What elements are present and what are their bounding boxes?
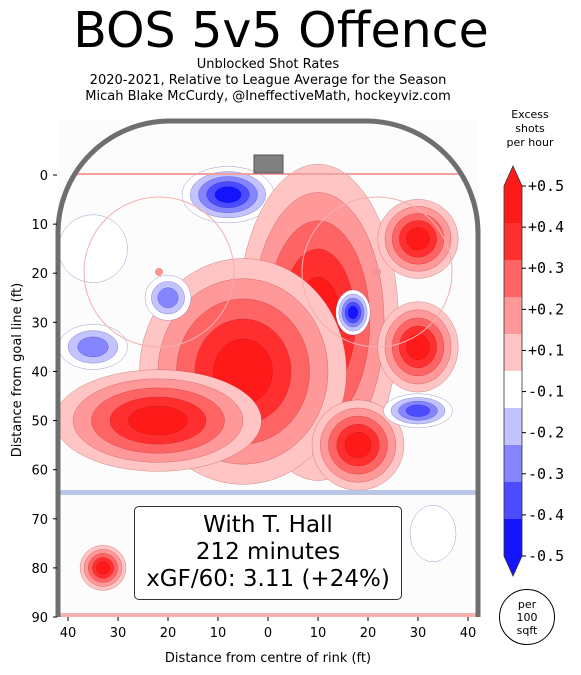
x-axis-label: Distance from centre of rink (ft) <box>165 651 371 666</box>
faceoff-circle-right <box>301 196 453 348</box>
faceoff-dot-left <box>155 268 163 276</box>
hotspot-5 <box>377 301 459 393</box>
colorbar-swatch <box>504 519 522 557</box>
x-tick-label: 0 <box>264 626 272 641</box>
blue-line <box>58 490 478 495</box>
annotation-line-1: With T. Hall <box>203 512 333 538</box>
x-tick-label: 10 <box>210 626 227 641</box>
hotspot-6-level-5 <box>344 432 372 459</box>
goal-net <box>253 154 284 174</box>
y-tick-label: 40 <box>31 365 48 380</box>
unit-line-3: sqft <box>516 624 538 637</box>
colorbar-swatch <box>504 186 522 224</box>
y-tick-label: 90 <box>31 611 48 626</box>
faceoff-circle-left <box>83 196 235 348</box>
colorbar-swatch <box>504 482 522 520</box>
y-tick-label: 50 <box>31 415 48 430</box>
hotspot-3-level-5 <box>128 405 188 436</box>
annotation-line-3: xGF/60: 3.11 (+24%) <box>146 566 390 592</box>
hotspot-12-level-5 <box>96 561 110 575</box>
x-tick-label: 30 <box>110 626 127 641</box>
y-tick-label: 70 <box>31 513 48 528</box>
hotspot-4 <box>377 199 459 279</box>
x-tick-label: 10 <box>310 626 327 641</box>
colorbar-title-2: shots <box>515 122 545 135</box>
chart-title: BOS 5v5 Offence <box>73 2 489 59</box>
hotspot-8-level-4 <box>405 404 431 417</box>
rink-boards <box>55 118 481 617</box>
hotspot-9 <box>58 324 128 370</box>
hotspot-6 <box>311 399 405 491</box>
colorbar-tick-label: +0.2 <box>528 300 564 318</box>
y-tick-label: 60 <box>31 464 48 479</box>
hotspot-8 <box>383 393 453 428</box>
colorbar-swatch <box>504 445 522 483</box>
unit-line-2: 100 <box>516 611 538 624</box>
colorbar-swatch <box>504 408 522 446</box>
centre-line <box>58 613 478 617</box>
faceoff-dot-right <box>373 268 381 276</box>
rink-markings <box>58 154 478 617</box>
colorbar-title-1: Excess <box>511 108 549 121</box>
colorbar-tick-label: -0.4 <box>528 506 564 524</box>
colorbar-swatch <box>504 371 522 409</box>
x-tick-label: 40 <box>60 626 77 641</box>
y-tick-label: 10 <box>31 218 48 233</box>
chart-subtitle-1: Unblocked Shot Rates <box>196 57 340 72</box>
hotspot-10-level-3 <box>157 287 179 309</box>
hotspot-11-level-1 <box>58 214 128 283</box>
colorbar-tick-label: +0.5 <box>528 177 564 195</box>
colorbar-tick-label: +0.1 <box>528 341 564 359</box>
hotspot-13 <box>409 505 457 562</box>
chart-subtitle-3: Micah Blake McCurdy, @IneffectiveMath, h… <box>85 89 451 104</box>
y-axis-label: Distance from goal line (ft) <box>10 283 25 457</box>
x-tick-label: 20 <box>160 626 177 641</box>
heatmap-layer <box>57 164 459 591</box>
y-tick-label: 20 <box>31 267 48 282</box>
y-tick-label: 0 <box>40 169 48 184</box>
hotspot-10 <box>144 275 192 321</box>
hotspot-7 <box>335 289 371 336</box>
colorbar-arrow-bottom <box>504 556 522 576</box>
colorbar-title-3: per hour <box>506 136 554 149</box>
hotspot-0-level-5 <box>214 186 242 203</box>
x-tick-label: 30 <box>410 626 427 641</box>
y-axis-ticks: 0 10 20 30 40 50 60 70 80 90 <box>31 169 57 626</box>
hotspot-5-level-5 <box>406 333 430 361</box>
y-tick-label: 30 <box>31 316 48 331</box>
hotspot-11 <box>58 214 128 283</box>
colorbar-tick-label: -0.1 <box>528 383 564 401</box>
x-tick-label: 40 <box>460 626 477 641</box>
unit-badge: per 100 sqft <box>499 589 555 645</box>
hotspot-3 <box>57 369 262 472</box>
y-tick-label: 80 <box>31 562 48 577</box>
hotspot-12 <box>79 545 127 591</box>
colorbar-swatch <box>504 334 522 372</box>
x-tick-label: 20 <box>360 626 377 641</box>
unit-line-1: per <box>517 598 537 611</box>
colorbar: +0.5 +0.4 +0.3 +0.2 +0.1 -0.1 -0.2 -0.3 -0.4 -0.5 <box>503 165 564 577</box>
hotspot-9-level-3 <box>77 336 109 358</box>
annotation-box: With T. Hall 212 minutes xGF/60: 3.11 (+… <box>134 506 402 600</box>
chart-subtitle-2: 2020-2021, Relative to League Average fo… <box>89 73 447 88</box>
hotspot-13-level-1 <box>409 505 457 562</box>
colorbar-swatch <box>504 297 522 335</box>
colorbar-tick-label: +0.3 <box>528 259 564 277</box>
colorbar-tick-label: -0.2 <box>528 424 564 442</box>
colorbar-swatch <box>504 260 522 298</box>
hotspot-7-level-5 <box>347 305 359 320</box>
colorbar-arrow-top <box>504 166 522 186</box>
x-axis-ticks: 40 30 20 10 0 10 20 30 40 <box>60 617 477 641</box>
hotspot-0 <box>181 166 275 224</box>
annotation-line-2: 212 minutes <box>195 539 341 565</box>
colorbar-tick-label: -0.5 <box>528 547 564 565</box>
colorbar-tick-label: +0.4 <box>528 218 564 236</box>
hotspot-4-level-5 <box>406 227 430 251</box>
colorbar-swatch <box>504 223 522 261</box>
colorbar-tick-label: -0.3 <box>528 465 564 483</box>
